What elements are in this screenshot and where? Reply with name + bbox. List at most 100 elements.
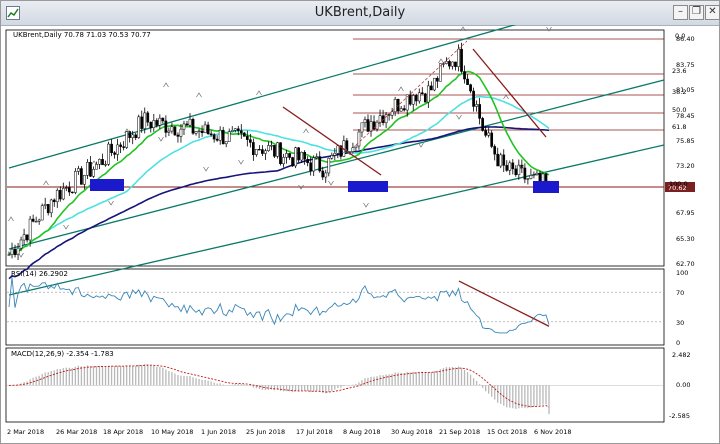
candle-body [318,156,322,172]
date-tick: 2 Mar 2018 [7,428,44,436]
candle-body [43,204,47,206]
candle-body [13,248,17,256]
macd-axis: 2.482 0.00 -2.585 [669,351,691,420]
candle-body [457,48,460,67]
candle-body [333,152,337,156]
candle-body [248,139,252,143]
current-price: 70.62 [668,184,687,192]
candle-body [321,170,325,178]
candle-body [209,133,213,135]
fractal-down-icon [418,142,424,148]
candle-body [417,92,421,102]
candle-body [173,126,177,136]
macd-label: MACD(12,26,9) -2.354 -1.783 [11,350,114,358]
candle-body [176,134,180,137]
candle-body [25,234,29,241]
candle-body [185,123,189,126]
candle-body [98,159,101,165]
macd-tick: 2.482 [672,351,691,359]
candle-body [239,130,243,134]
candle-body [436,77,439,82]
candle-body [405,94,409,111]
candle-body [502,154,506,166]
rsi-tick: 30 [676,319,684,327]
candle-body [194,131,198,134]
fractal-down-icon [456,114,462,120]
price-tick: 86.40 [676,35,695,43]
candle-body [200,130,204,134]
candle-body [363,119,367,124]
main-panel-label: UKBrent,Daily 70.78 71.03 70.53 70.77 [13,31,151,39]
candle-body [285,153,288,158]
chart-area[interactable]: UKBrent,Daily 70.78 71.03 70.53 70.77 RS… [1,25,719,444]
fib-anchor-line [355,40,468,146]
candle-body [55,190,59,203]
candle-body [197,130,201,132]
price-tick: 75.85 [676,137,695,145]
candle-body [270,145,273,147]
candle-body [131,134,135,138]
date-tick: 26 Mar 2018 [56,428,97,436]
close-button[interactable]: ✕ [705,5,720,20]
candle-body [221,129,225,145]
fib-label: 50.0 [672,106,686,114]
fractal-up-icon [196,92,202,98]
candle-body [40,205,44,221]
candle-body [529,175,533,179]
candle-body [264,150,267,154]
candle-body [532,174,536,176]
candle-body [390,111,394,116]
date-tick: 17 Jul 2018 [296,428,333,436]
price-tick: 67.95 [676,209,695,217]
macd-signal-line [8,364,550,408]
candle-body [414,95,418,102]
fractal-up-icon [124,128,130,134]
candle-body [366,119,370,132]
candle-body [236,128,240,131]
candle-body [399,108,403,112]
fractal-up-icon [303,128,309,134]
restore-button[interactable]: ❐ [689,5,704,20]
candle-body [179,128,183,137]
minimize-button[interactable]: – [673,5,688,20]
candle-body [493,146,497,155]
candle-body [279,142,282,165]
candle-body [182,123,186,130]
candle-body [58,190,62,200]
candle-body [375,121,379,130]
candle-body [384,114,388,124]
candle-body [242,132,246,137]
candle-body [143,112,147,129]
current-price-box [665,182,695,192]
candle-body [372,121,376,130]
candle-body [116,144,119,155]
candle-body [224,141,228,145]
date-tick: 21 Sep 2018 [439,428,480,436]
candle-body [429,85,433,91]
date-tick: 6 Nov 2018 [534,428,572,436]
candle-body [80,168,83,185]
price-tick: 62.70 [676,260,695,268]
ma-cyan-line [8,95,550,256]
rsi-tick: 100 [676,269,688,277]
price-tick: 81.05 [676,86,695,94]
candle-body [146,112,150,123]
fractal-down-icon [298,184,304,190]
support-box [90,179,124,191]
time-axis: 2 Mar 2018 26 Mar 2018 18 Apr 2018 10 Ma… [7,428,572,436]
rsi-tick: 0 [676,339,680,347]
support-box [533,181,559,193]
candle-body [74,171,77,193]
rsi-axis: 100 70 30 0 [676,269,688,347]
candle-body [475,104,478,107]
candle-body [218,129,222,141]
rsi-line [8,277,550,334]
candle-body [288,153,291,158]
candle-body [448,61,451,67]
title-bar[interactable]: UKBrent,Daily – ❐ ✕ [1,1,720,26]
fib-label: 38.2 [672,88,686,96]
candle-body [67,187,71,193]
fractal-down-icon [546,26,552,32]
candle-body [454,61,457,67]
